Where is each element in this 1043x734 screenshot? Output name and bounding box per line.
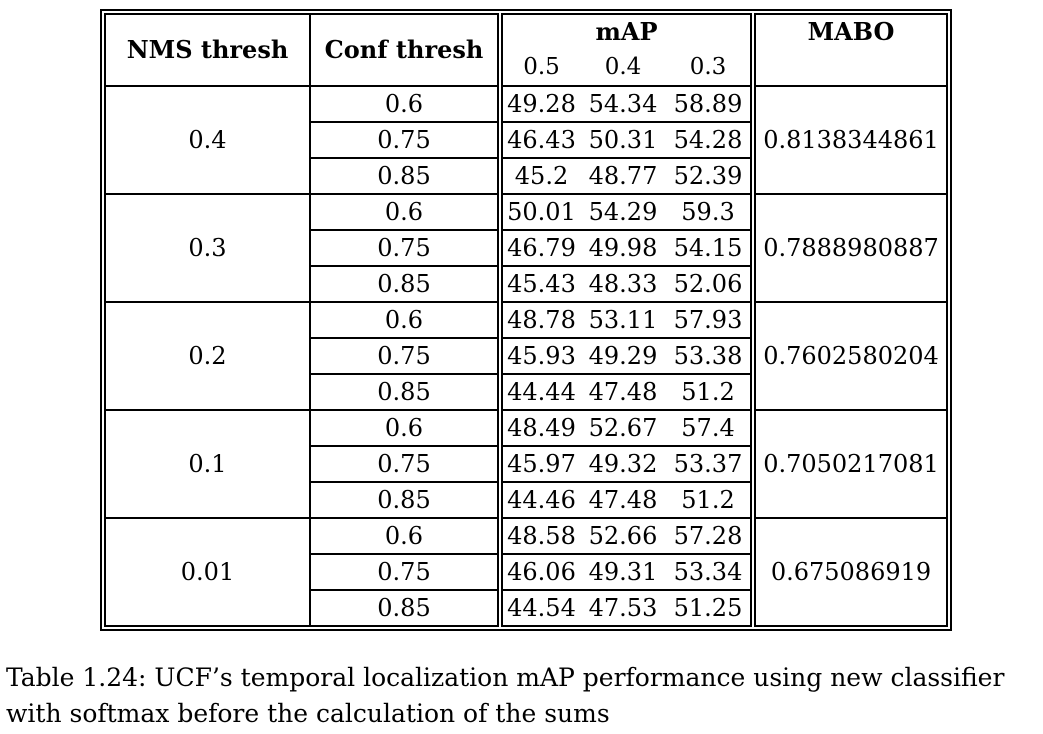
map-value-cell: 54.29 [580, 193, 666, 231]
mabo-cell: 0.7050217081 [752, 409, 948, 519]
table-body: 0.4 0.6 49.28 54.34 58.89 0.8138344861 0.75 46.… [104, 85, 948, 627]
table-row: 0.4 0.6 49.28 54.34 58.89 0.8138344861 [104, 85, 948, 195]
map-value-cell: 48.49 [499, 409, 580, 447]
map-value-cell: 51.25 [666, 589, 756, 627]
map-value-cell: 49.31 [580, 553, 666, 591]
conf-thresh-cell: 0.75 [309, 229, 503, 267]
mabo-cell: 0.7888980887 [752, 193, 948, 303]
table-row: 0.75 46.06 49.31 53.34 [105, 553, 947, 591]
table-row: 0.75 46.43 50.31 54.28 [105, 121, 947, 159]
conf-thresh-cell: 0.6 [309, 409, 503, 447]
map-value-cell: 52.06 [666, 265, 756, 303]
map-value-cell: 45.2 [499, 157, 580, 195]
map-value-cell: 50.31 [580, 121, 666, 159]
results-table: NMS thresh Conf thresh mAP MABO 0.5 0.4 … [100, 9, 952, 631]
map-value-cell: 57.28 [666, 517, 756, 555]
conf-thresh-cell: 0.75 [309, 121, 503, 159]
mabo-cell: 0.8138344861 [752, 85, 948, 195]
map-value-cell: 54.34 [580, 85, 666, 123]
nms-thresh-cell: 0.3 [104, 193, 311, 303]
map-value-cell: 47.53 [580, 589, 666, 627]
map-value-cell: 44.54 [499, 589, 580, 627]
header-nms-thresh: NMS thresh [104, 13, 311, 87]
table-row: 0.75 45.93 49.29 53.38 [105, 337, 947, 375]
map-value-cell: 52.39 [666, 157, 756, 195]
table-caption: Table 1.24: UCF’s temporal localization … [6, 663, 1005, 728]
map-value-cell: 47.48 [580, 481, 666, 519]
nms-thresh-cell: 0.2 [104, 301, 311, 411]
nms-thresh-cell: 0.1 [104, 409, 311, 519]
map-value-cell: 57.93 [666, 301, 756, 339]
table-row: 0.2 0.6 48.78 53.11 57.93 0.7602580204 [104, 301, 948, 411]
table-row: 0.85 45.43 48.33 52.06 [105, 265, 947, 303]
map-value-cell: 48.77 [580, 157, 666, 195]
conf-thresh-cell: 0.6 [309, 517, 503, 555]
map-value-cell: 49.32 [580, 445, 666, 483]
map-value-cell: 54.28 [666, 121, 756, 159]
map-value-cell: 51.2 [666, 481, 756, 519]
header-map-iou-0-4: 0.4 [580, 49, 666, 87]
map-value-cell: 44.44 [499, 373, 580, 411]
header-mabo: MABO [752, 13, 948, 49]
map-value-cell: 53.37 [666, 445, 756, 483]
map-value-cell: 48.78 [499, 301, 580, 339]
map-value-cell: 59.3 [666, 193, 756, 231]
map-value-cell: 46.43 [499, 121, 580, 159]
nms-thresh-cell: 0.4 [104, 85, 311, 195]
map-value-cell: 53.11 [580, 301, 666, 339]
map-value-cell: 49.98 [580, 229, 666, 267]
table-row: 0.01 0.6 48.58 52.66 57.28 0.675086919 [104, 517, 948, 627]
map-value-cell: 44.46 [499, 481, 580, 519]
header-map-iou-0-3: 0.3 [666, 49, 756, 87]
table-row: 0.75 46.79 49.98 54.15 [105, 229, 947, 267]
conf-thresh-cell: 0.85 [309, 373, 503, 411]
table-row: 0.85 44.46 47.48 51.2 [105, 481, 947, 519]
table-row: 0.85 44.54 47.53 51.25 [105, 589, 947, 627]
conf-thresh-cell: 0.75 [309, 337, 503, 375]
header-map-iou-0-5: 0.5 [499, 49, 580, 87]
conf-thresh-cell: 0.6 [309, 301, 503, 339]
conf-thresh-cell: 0.6 [309, 85, 503, 123]
table-row: 0.85 44.44 47.48 51.2 [105, 373, 947, 411]
table-row: 0.1 0.6 48.49 52.67 57.4 0.7050217081 [104, 409, 948, 519]
map-value-cell: 51.2 [666, 373, 756, 411]
table-row: 0.75 45.97 49.32 53.37 [105, 445, 947, 483]
header-map: mAP [499, 13, 756, 49]
map-value-cell: 52.66 [580, 517, 666, 555]
map-value-cell: 47.48 [580, 373, 666, 411]
conf-thresh-cell: 0.75 [309, 553, 503, 591]
mabo-cell: 0.7602580204 [752, 301, 948, 411]
conf-thresh-cell: 0.85 [309, 265, 503, 303]
map-value-cell: 46.06 [499, 553, 580, 591]
header-mabo-blank [752, 49, 948, 87]
map-value-cell: 53.38 [666, 337, 756, 375]
nms-thresh-cell: 0.01 [104, 517, 311, 627]
conf-thresh-cell: 0.85 [309, 481, 503, 519]
map-value-cell: 45.43 [499, 265, 580, 303]
conf-thresh-cell: 0.85 [309, 589, 503, 627]
table-header: NMS thresh Conf thresh mAP MABO 0.5 0.4 … [104, 13, 948, 87]
conf-thresh-cell: 0.85 [309, 157, 503, 195]
map-value-cell: 48.33 [580, 265, 666, 303]
conf-thresh-cell: 0.75 [309, 445, 503, 483]
map-value-cell: 49.29 [580, 337, 666, 375]
mabo-cell: 0.675086919 [752, 517, 948, 627]
table-row: 0.85 45.2 48.77 52.39 [105, 157, 947, 195]
map-value-cell: 54.15 [666, 229, 756, 267]
map-value-cell: 52.67 [580, 409, 666, 447]
map-value-cell: 46.79 [499, 229, 580, 267]
map-value-cell: 53.34 [666, 553, 756, 591]
map-value-cell: 50.01 [499, 193, 580, 231]
map-value-cell: 48.58 [499, 517, 580, 555]
conf-thresh-cell: 0.6 [309, 193, 503, 231]
map-value-cell: 58.89 [666, 85, 756, 123]
map-value-cell: 57.4 [666, 409, 756, 447]
map-value-cell: 45.93 [499, 337, 580, 375]
map-value-cell: 49.28 [499, 85, 580, 123]
map-value-cell: 45.97 [499, 445, 580, 483]
table-row: 0.3 0.6 50.01 54.29 59.3 0.7888980887 [104, 193, 948, 303]
header-conf-thresh: Conf thresh [309, 13, 503, 87]
